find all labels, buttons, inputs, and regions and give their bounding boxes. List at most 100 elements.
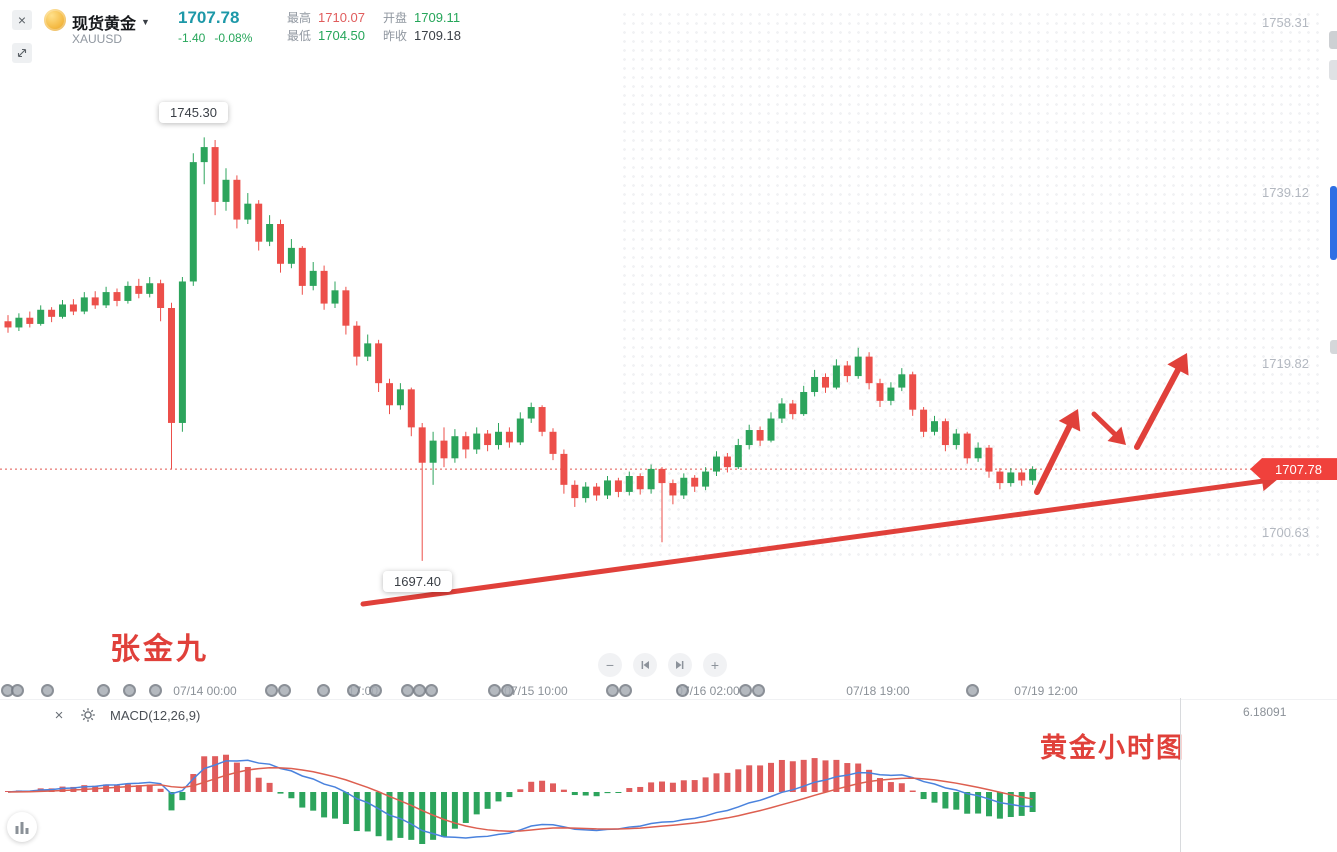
macd-histogram-bar xyxy=(233,762,240,792)
annotation-arrow xyxy=(360,478,1265,607)
event-marker-dot[interactable] xyxy=(606,684,619,697)
macd-histogram-bar xyxy=(680,780,687,792)
macd-histogram-bar xyxy=(637,786,644,792)
macd-histogram-bar xyxy=(1029,792,1036,813)
event-marker-dot[interactable] xyxy=(676,684,689,697)
gold-coin-icon xyxy=(44,9,66,31)
event-marker-dot[interactable] xyxy=(966,684,979,697)
macd-histogram-bar xyxy=(255,777,262,792)
candle-up xyxy=(832,365,840,388)
current-price-value: 1707.78 xyxy=(1275,461,1322,477)
candle-down xyxy=(91,297,99,306)
macd-histogram-bar xyxy=(310,792,317,811)
event-marker-dot[interactable] xyxy=(752,684,765,697)
macd-histogram-bar xyxy=(419,792,426,844)
macd-histogram-bar xyxy=(800,759,807,792)
candle-up xyxy=(222,179,230,202)
candle-up xyxy=(189,162,197,282)
event-marker-dot[interactable] xyxy=(347,684,360,697)
stat-open: 开盘 1709.11 xyxy=(383,9,460,26)
macd-histogram-bar xyxy=(375,792,382,837)
macd-histogram-bar xyxy=(539,780,546,792)
price-axis-label: 1739.12 xyxy=(1262,185,1309,200)
candle-up xyxy=(178,281,186,423)
candle-down xyxy=(298,247,306,286)
event-marker-dot[interactable] xyxy=(265,684,278,697)
candle-down xyxy=(571,484,579,499)
stat-value: 1710.07 xyxy=(318,10,366,25)
macd-histogram-bar xyxy=(789,761,796,792)
event-marker-dot[interactable] xyxy=(11,684,24,697)
annotation-arrow xyxy=(1034,423,1073,495)
macd-histogram-bar xyxy=(386,792,393,841)
zoom-in-button[interactable]: + xyxy=(703,653,727,677)
candle-up xyxy=(429,440,437,463)
gear-icon xyxy=(81,708,95,722)
panel-separator xyxy=(0,699,1337,700)
macd-histogram-bar xyxy=(822,760,829,792)
macd-histogram-bar xyxy=(659,781,665,792)
macd-histogram-bar xyxy=(953,792,960,810)
event-marker-dot[interactable] xyxy=(149,684,162,697)
symbol-selector[interactable]: 现货黄金 ▼ xyxy=(72,10,150,34)
event-marker-dot[interactable] xyxy=(488,684,501,697)
expand-diagonal-icon xyxy=(17,48,27,58)
skip-forward-button[interactable] xyxy=(668,653,692,677)
stat-label: 昨收 xyxy=(383,29,408,43)
macd-histogram-bar xyxy=(321,792,328,818)
event-marker-dot[interactable] xyxy=(369,684,382,697)
time-axis-label: 07/18 19:00 xyxy=(846,684,910,698)
plus-icon: + xyxy=(710,657,720,673)
candle-down xyxy=(909,374,917,410)
candle-up xyxy=(702,471,710,487)
candle-down xyxy=(538,407,546,432)
candle-down xyxy=(614,480,622,492)
macd-chart[interactable] xyxy=(0,700,1337,852)
fullscreen-button[interactable] xyxy=(12,43,32,63)
candle-down xyxy=(353,325,361,357)
zoom-out-button[interactable]: − xyxy=(598,653,622,677)
candle-down xyxy=(505,431,513,443)
candle-up xyxy=(582,486,590,499)
candle-up xyxy=(266,224,274,242)
event-marker-dot[interactable] xyxy=(619,684,632,697)
macd-axis-value: 6.18091 xyxy=(1243,705,1287,719)
candle-up xyxy=(854,356,862,377)
event-marker-dot[interactable] xyxy=(317,684,330,697)
candle-down xyxy=(462,436,470,450)
candlestick-chart[interactable] xyxy=(0,0,1337,700)
event-marker-dot[interactable] xyxy=(41,684,54,697)
candle-down xyxy=(375,343,383,384)
skip-back-button[interactable] xyxy=(633,653,657,677)
candle-down xyxy=(920,409,928,432)
macd-histogram-bar xyxy=(909,790,916,792)
macd-histogram-bar xyxy=(506,792,513,798)
macd-close-button[interactable]: × xyxy=(50,706,68,724)
event-marker-dot[interactable] xyxy=(97,684,110,697)
event-marker-dot[interactable] xyxy=(123,684,136,697)
stat-value: 1709.11 xyxy=(414,10,461,25)
event-marker-dot[interactable] xyxy=(739,684,752,697)
macd-histogram-bar xyxy=(288,792,295,799)
event-marker-dot[interactable] xyxy=(278,684,291,697)
macd-histogram-bar xyxy=(996,792,1003,819)
candle-up xyxy=(952,433,960,446)
price-axis-label: 1700.63 xyxy=(1262,525,1309,541)
candle-up xyxy=(625,475,633,492)
candle-down xyxy=(1018,472,1026,481)
close-button[interactable]: × xyxy=(12,10,32,30)
chart-style-button[interactable] xyxy=(7,812,37,842)
event-marker-dot[interactable] xyxy=(501,684,514,697)
candle-up xyxy=(287,247,295,264)
scrollbar-thumb[interactable] xyxy=(1330,186,1337,260)
candle-down xyxy=(996,471,1004,484)
event-marker-dot[interactable] xyxy=(425,684,438,697)
candle-down xyxy=(386,383,393,406)
candle-down xyxy=(418,427,426,463)
low-price-tooltip: 1697.40 xyxy=(383,571,452,592)
macd-settings-button[interactable] xyxy=(80,707,96,728)
change-percent: -0.08% xyxy=(214,31,253,45)
macd-histogram-bar xyxy=(702,777,709,792)
candle-up xyxy=(244,203,252,220)
macd-histogram-bar xyxy=(560,789,567,792)
